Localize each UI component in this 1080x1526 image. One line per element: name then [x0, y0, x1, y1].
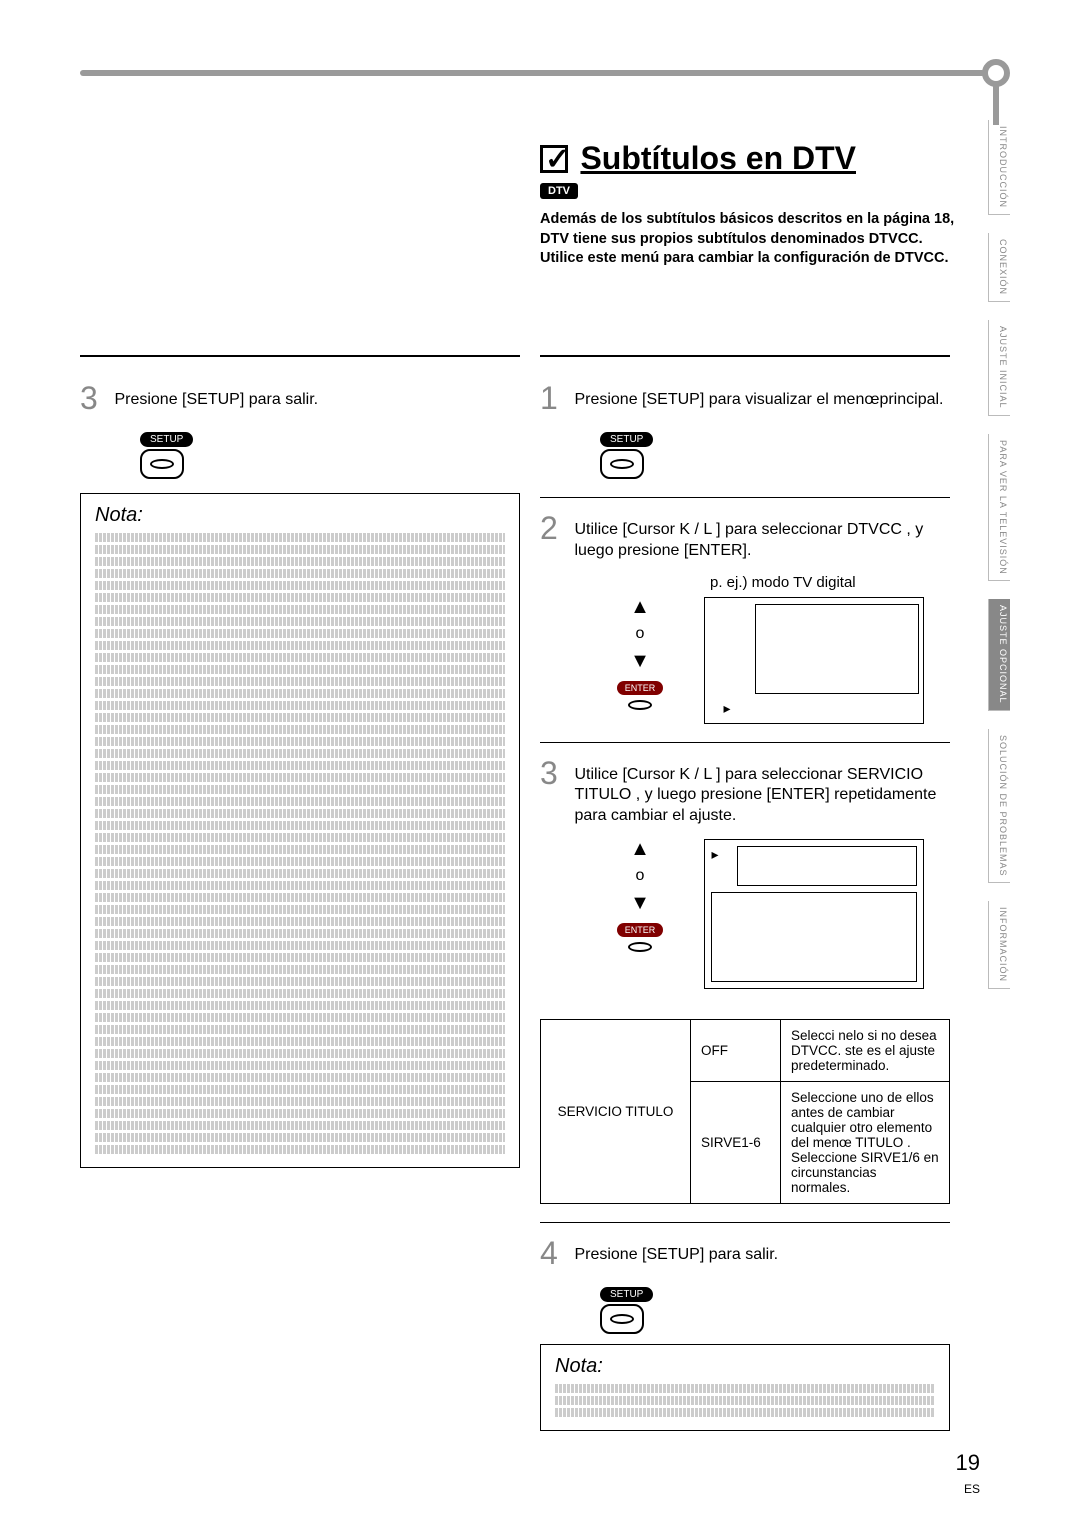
top-rule-circle	[982, 59, 1010, 87]
setup-button-left: SETUP	[140, 429, 520, 479]
step-3-right-text: Utilice [Cursor K / L ] para seleccionar…	[574, 755, 944, 827]
step-4-text: Presione [SETUP] para salir.	[574, 1235, 944, 1266]
nota-box-left: Nota:	[80, 493, 520, 1168]
side-tab-para-ver-tv: PARA VER LA TELEVISIÓN	[988, 434, 1010, 582]
screen-diagram-3: ▸	[704, 839, 924, 989]
o-label-3: o	[600, 867, 680, 885]
title-block: Subtítulos en DTV DTV	[540, 140, 856, 199]
separator-1	[540, 497, 950, 498]
setup-button-icon-4	[600, 1304, 644, 1334]
cursor-controls-2: ▲ o ▼ ENTER	[600, 597, 680, 710]
setup-button-icon-1	[600, 449, 644, 479]
divider-left	[80, 355, 520, 357]
side-tab-conexion: CONEXIÓN	[988, 233, 1010, 302]
checkbox-icon	[540, 145, 568, 173]
side-tab-informacion: INFORMACIÓN	[988, 901, 1010, 989]
nota-box-right: Nota:	[540, 1344, 950, 1431]
caption-step2: p. ej.) modo TV digital	[710, 574, 950, 591]
step-2-visual: ▲ o ▼ ENTER ▸	[540, 597, 950, 724]
setup-label: SETUP	[140, 432, 193, 447]
enter-badge-2: ENTER	[617, 681, 664, 695]
triangle-down-icon: ▼	[600, 651, 680, 671]
table-opt-sirve: SIRVE1-6	[691, 1081, 781, 1203]
o-label: o	[600, 625, 680, 643]
step-3-left-text: Presione [SETUP] para salir.	[114, 380, 484, 411]
step-1-text: Presione [SETUP] para visualizar el menœ…	[574, 380, 944, 411]
side-tab-ajuste-inicial: AJUSTE INICIAL	[988, 320, 1010, 416]
top-rule	[80, 70, 985, 76]
top-rule-stem	[993, 85, 999, 125]
step-number-3r: 3	[540, 755, 570, 792]
step-3-visual: ▲ o ▼ ENTER ▸	[540, 839, 950, 989]
step-1: 1 Presione [SETUP] para visualizar el me…	[540, 380, 950, 417]
enter-button-icon-2	[628, 700, 652, 710]
side-tab-ajuste-opcional: AJUSTE OPCIONAL	[988, 599, 1010, 711]
setup-button-right-1: SETUP	[600, 429, 950, 479]
setup-button-icon	[140, 449, 184, 479]
nota-body-right	[555, 1384, 935, 1417]
table-row-label: SERVICIO TITULO	[541, 1019, 691, 1203]
right-column: 1 Presione [SETUP] para visualizar el me…	[540, 380, 950, 1431]
page: INTRODUCCIÓN CONEXIÓN AJUSTE INICIAL PAR…	[0, 0, 1080, 1526]
table-desc-off: Selecci nelo si no desea DTVCC. ste es e…	[781, 1019, 950, 1081]
table-desc-sirve: Seleccione uno de ellos antes de cambiar…	[781, 1081, 950, 1203]
separator-2	[540, 742, 950, 743]
triangle-up-icon-3: ▲	[600, 839, 680, 859]
screen-diagram-2: ▸	[704, 597, 924, 724]
enter-button-icon-3	[628, 942, 652, 952]
intro-paragraph: Además de los subtítulos básicos descrit…	[540, 210, 955, 269]
page-title: Subtítulos en DTV	[580, 140, 856, 176]
step-3-right: 3 Utilice [Cursor K / L ] para seleccion…	[540, 755, 950, 827]
separator-3	[540, 1222, 950, 1223]
step-4: 4 Presione [SETUP] para salir.	[540, 1235, 950, 1272]
side-tab-introduccion: INTRODUCCIÓN	[988, 120, 1010, 215]
step-2: 2 Utilice [Cursor K / L ] para seleccion…	[540, 510, 950, 562]
cursor-controls-3: ▲ o ▼ ENTER	[600, 839, 680, 952]
left-column: 3 Presione [SETUP] para salir. SETUP Not…	[80, 380, 520, 1168]
table-opt-off: OFF	[691, 1019, 781, 1081]
side-tab-solucion-problemas: SOLUCIÓN DE PROBLEMAS	[988, 729, 1010, 884]
side-tabs: INTRODUCCIÓN CONEXIÓN AJUSTE INICIAL PAR…	[988, 120, 1010, 989]
nota-title-right: Nota:	[555, 1355, 935, 1378]
step-number-4: 4	[540, 1235, 570, 1272]
setup-label-4: SETUP	[600, 1287, 653, 1302]
page-lang: ES	[964, 1482, 980, 1496]
dtv-badge: DTV	[540, 183, 578, 199]
triangle-down-icon-3: ▼	[600, 893, 680, 913]
setup-label-1: SETUP	[600, 432, 653, 447]
step-2-text: Utilice [Cursor K / L ] para seleccionar…	[574, 510, 944, 562]
nota-body-left	[95, 533, 505, 1154]
page-number: 19	[956, 1450, 980, 1476]
triangle-up-icon: ▲	[600, 597, 680, 617]
nota-title-left: Nota:	[95, 504, 505, 527]
divider-right	[540, 355, 950, 357]
step-3-left: 3 Presione [SETUP] para salir.	[80, 380, 520, 417]
step-number-2: 2	[540, 510, 570, 547]
options-table: SERVICIO TITULO OFF Selecci nelo si no d…	[540, 1019, 950, 1204]
step-number-1: 1	[540, 380, 570, 417]
enter-badge-3: ENTER	[617, 923, 664, 937]
step-number-3: 3	[80, 380, 110, 417]
setup-button-right-4: SETUP	[600, 1284, 950, 1334]
